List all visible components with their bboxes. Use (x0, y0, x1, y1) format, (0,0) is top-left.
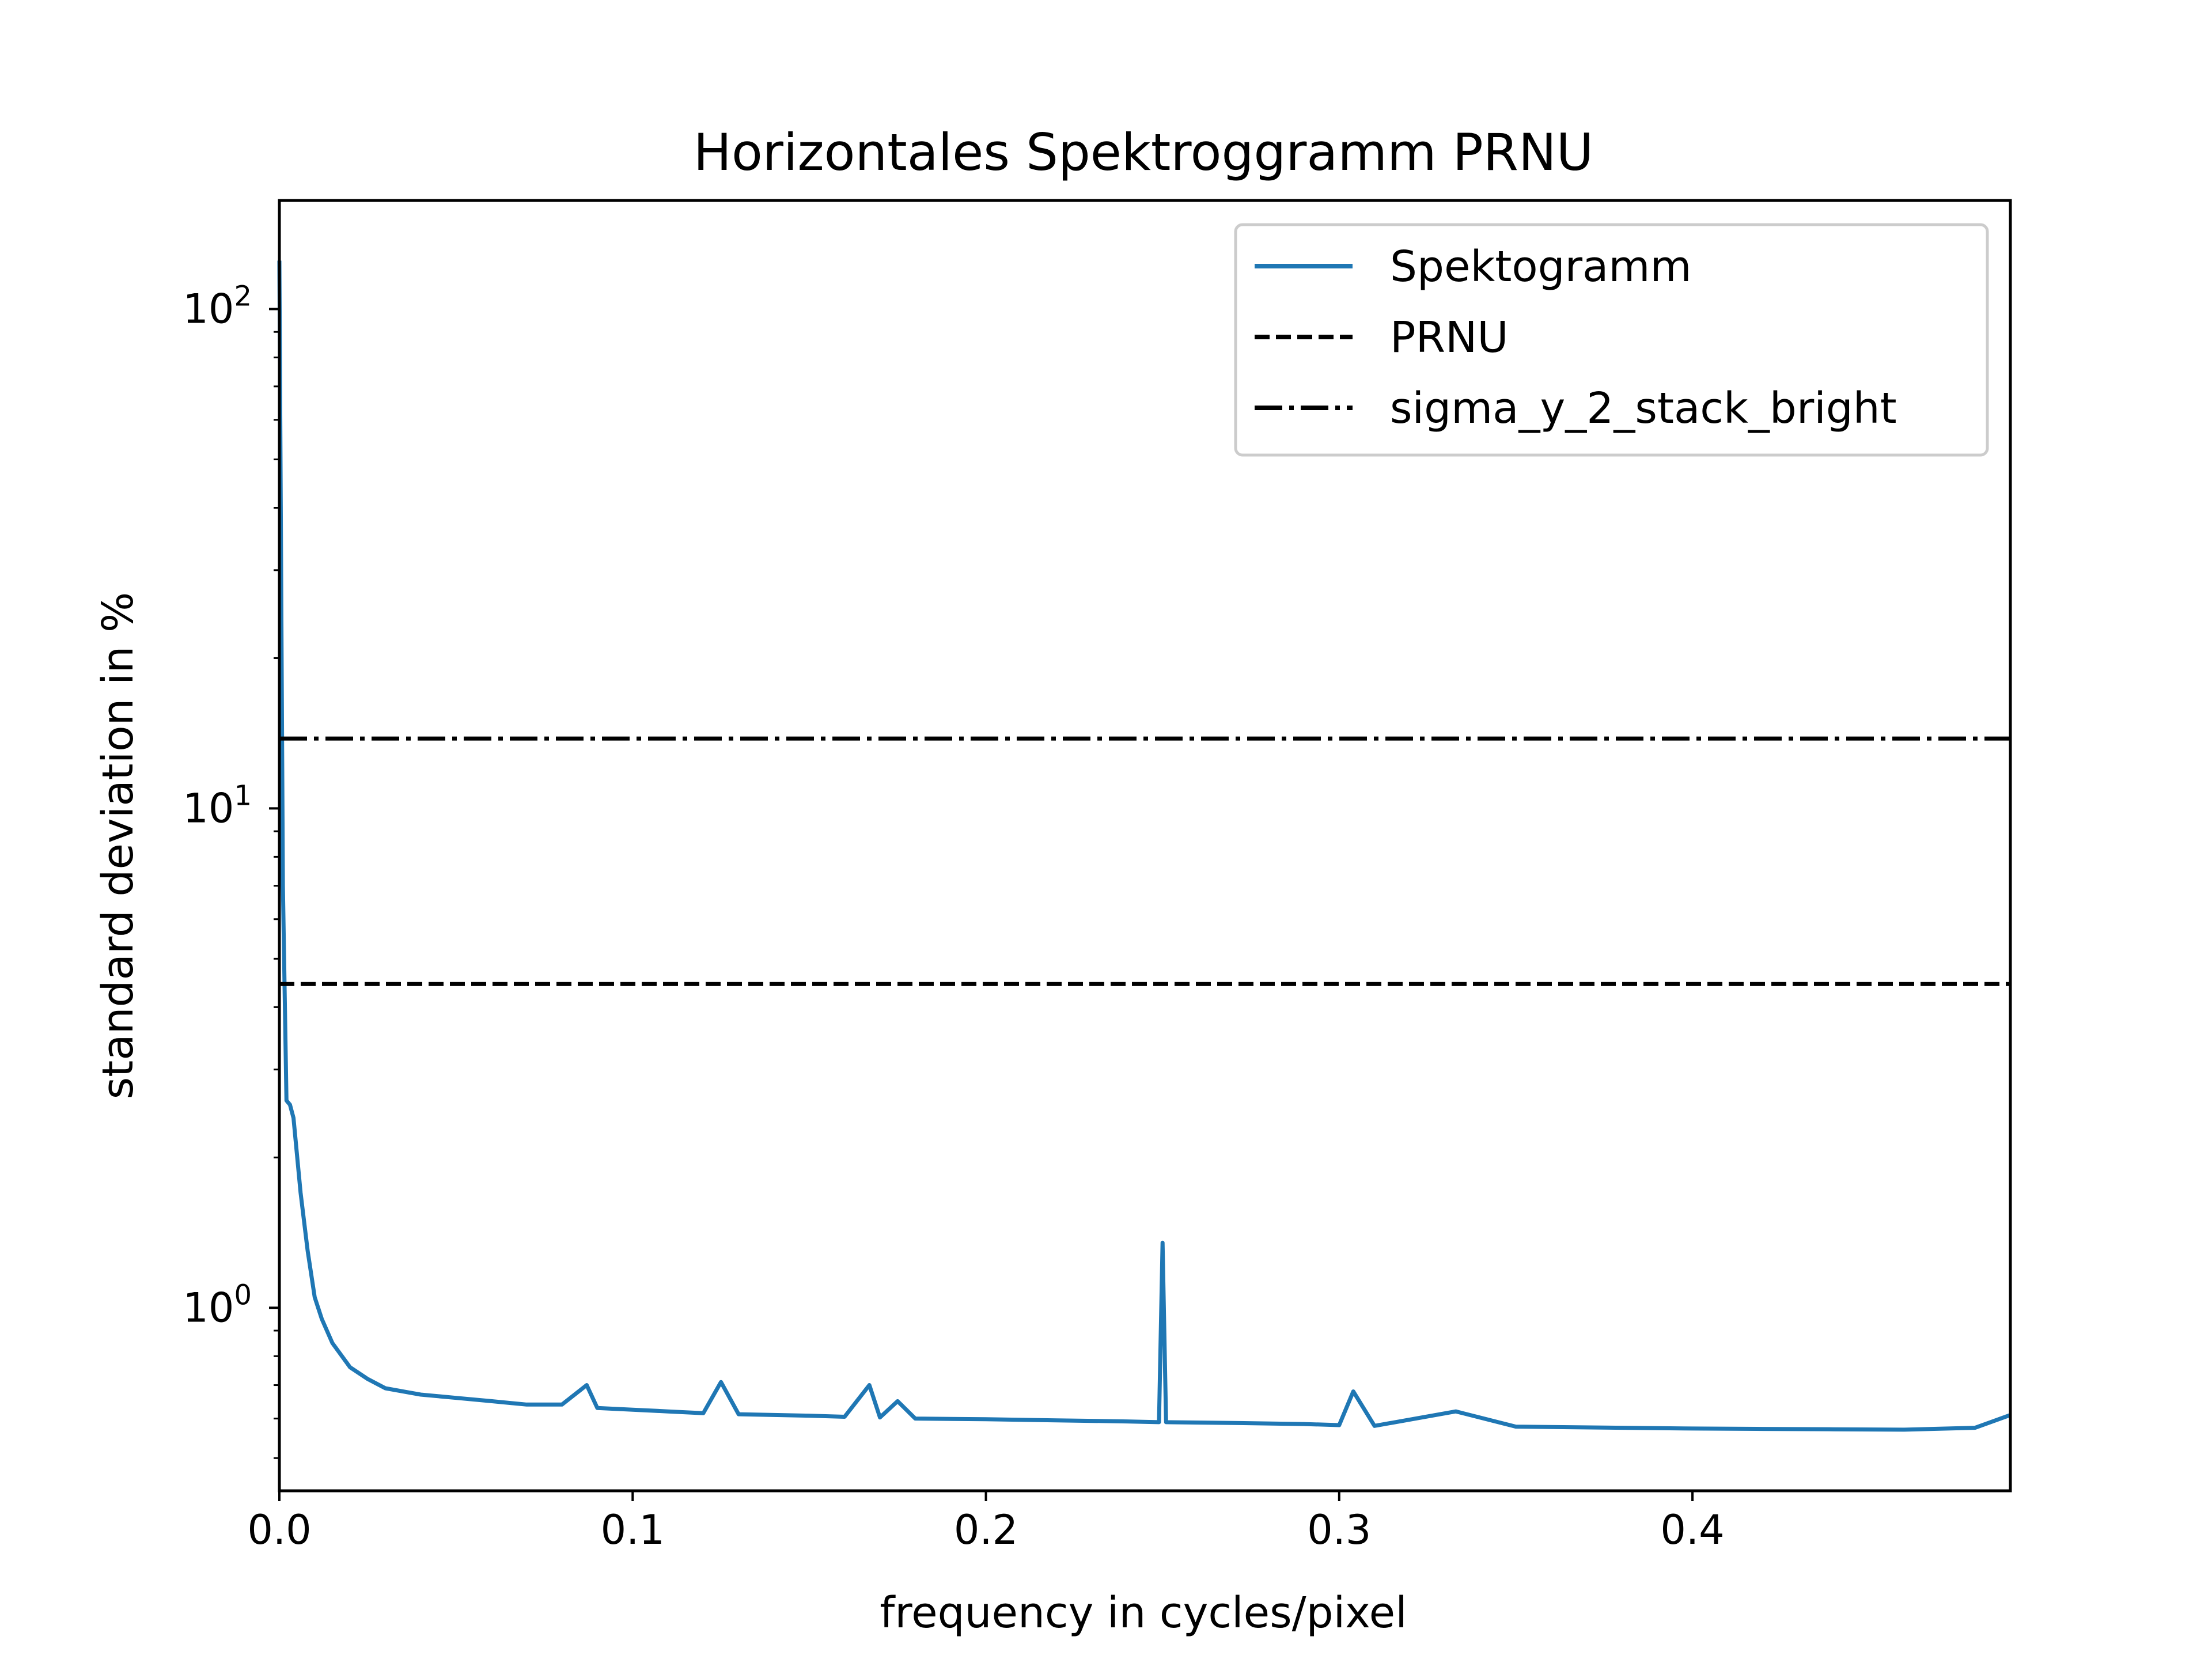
x-tick-label: 0.3 (1307, 1506, 1371, 1554)
legend-label-0: Spektogramm (1390, 242, 1692, 291)
x-tick-label: 0.1 (601, 1506, 665, 1554)
y-axis-title: standard deviation in % (93, 592, 143, 1100)
y-tick-label: 100 (183, 1279, 252, 1331)
x-tick-label: 0.4 (1660, 1506, 1724, 1554)
y-tick-label: 102 (183, 281, 252, 333)
plot-frame (278, 199, 2012, 1493)
legend: Spektogramm PRNU sigma_y_2_stack_bright (1234, 223, 1989, 457)
y-axis: 100 101 102 (183, 281, 279, 1459)
x-tick-label: 0.0 (247, 1506, 311, 1554)
legend-label-1: PRNU (1390, 313, 1509, 362)
x-tick-label: 0.2 (954, 1506, 1018, 1554)
y-tick-label: 101 (183, 779, 252, 832)
x-axis-title: frequency in cycles/pixel (880, 1588, 1407, 1638)
legend-frame (1234, 223, 1989, 457)
legend-label-2: sigma_y_2_stack_bright (1390, 384, 1897, 433)
x-axis: 0.0 0.1 0.2 0.3 0.4 (247, 1491, 1725, 1554)
plot-area (277, 199, 2012, 1493)
series-0-line (277, 260, 2012, 1432)
series-layer (277, 260, 2012, 1432)
chart-title: Horizontales Spektroggramm PRNU (694, 123, 1593, 182)
